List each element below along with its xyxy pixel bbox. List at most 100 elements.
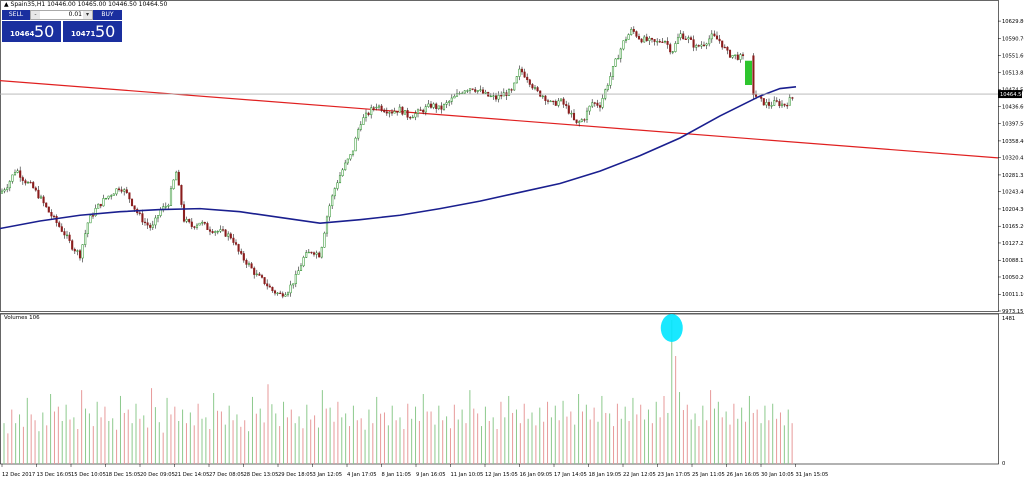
lot-increase-button[interactable]: ▾ — [83, 11, 92, 19]
bearish-candle — [409, 117, 412, 119]
bearish-candle — [141, 213, 144, 223]
bearish-candle — [736, 54, 739, 60]
bullish-candle — [557, 100, 560, 106]
bullish-candle — [611, 66, 615, 77]
bullish-candle — [216, 231, 219, 233]
bearish-candle — [91, 215, 95, 217]
bullish-candle — [86, 222, 89, 234]
y-axis-tick-label: 10165.20 — [1002, 224, 1024, 230]
bullish-candle — [432, 103, 435, 108]
bearish-candle — [206, 223, 209, 230]
bearish-candle — [208, 229, 212, 232]
bearish-candle — [684, 38, 687, 40]
bearish-candle — [682, 33, 685, 40]
bullish-candle — [97, 203, 100, 209]
bearish-candle — [583, 119, 586, 121]
bullish-candle — [455, 93, 459, 97]
y-axis-tick-label: 10011.10 — [1002, 292, 1024, 298]
bearish-candle — [68, 234, 71, 241]
sell-button[interactable]: SELL — [2, 10, 30, 20]
y-axis-tick-label: 10281.35 — [1002, 173, 1024, 179]
bearish-candle — [258, 273, 261, 276]
bullish-candle — [427, 103, 430, 107]
bullish-candle — [364, 112, 368, 118]
y-axis-tick-label: 10436.60 — [1002, 104, 1024, 110]
bullish-candle — [734, 54, 737, 56]
bullish-candle — [731, 55, 734, 58]
bullish-candle — [16, 170, 19, 173]
bullish-candle — [630, 29, 633, 35]
bullish-candle — [13, 172, 17, 176]
bullish-candle — [513, 82, 516, 91]
bullish-candle — [468, 88, 472, 91]
bearish-candle — [372, 107, 375, 109]
bullish-candle — [705, 43, 708, 46]
bearish-candle — [528, 79, 531, 85]
bearish-candle — [422, 109, 425, 113]
one-click-trading-panel: SELL - 0.01 ▾ BUY 10464 50 10471 50 — [2, 10, 122, 42]
bearish-candle — [29, 181, 32, 184]
lot-decrease-button[interactable]: - — [31, 11, 40, 19]
bullish-candle — [341, 169, 344, 177]
bullish-candle — [284, 294, 287, 297]
bearish-candle — [567, 105, 570, 114]
bullish-candle — [315, 252, 318, 255]
bullish-candle — [479, 89, 482, 91]
bullish-candle — [323, 232, 326, 248]
bearish-candle — [640, 38, 643, 43]
bearish-candle — [266, 283, 269, 287]
lot-size-stepper[interactable]: - 0.01 ▾ — [30, 10, 93, 20]
bearish-candle — [728, 50, 732, 58]
bearish-candle — [245, 259, 248, 265]
bullish-candle — [112, 193, 115, 196]
bearish-candle — [500, 95, 503, 97]
bearish-candle — [271, 286, 274, 292]
bearish-candle — [310, 251, 313, 254]
bullish-candle — [167, 205, 170, 207]
bullish-candle — [601, 98, 604, 108]
bullish-candle — [351, 150, 355, 155]
bullish-candle — [289, 284, 292, 294]
bearish-candle — [419, 109, 422, 111]
bullish-candle — [708, 38, 711, 45]
x-axis-tick-label: 20 Dec 09:05 — [140, 472, 175, 478]
current-price-label: 10464.50 — [1000, 92, 1024, 98]
bearish-candle — [562, 98, 565, 105]
bullish-candle — [580, 119, 583, 122]
bullish-candle — [0, 190, 4, 194]
highlighted-candle — [745, 60, 752, 86]
bullish-candle — [11, 174, 14, 182]
bullish-candle — [375, 106, 378, 109]
bearish-candle — [71, 240, 74, 250]
bearish-candle — [669, 44, 672, 53]
moving-average-line — [0, 85, 797, 230]
buy-button[interactable]: BUY — [93, 10, 122, 20]
bearish-candle — [182, 204, 186, 222]
bearish-candle — [721, 40, 724, 48]
lot-size-value[interactable]: 0.01 — [68, 11, 82, 18]
bearish-candle — [188, 219, 191, 223]
bullish-candle — [518, 68, 521, 77]
bullish-candle — [676, 37, 680, 44]
bearish-candle — [63, 231, 66, 236]
bearish-candle — [203, 221, 206, 224]
bullish-candle — [276, 292, 279, 295]
bullish-candle — [507, 89, 511, 96]
bullish-candle — [370, 107, 373, 115]
bullish-candle — [123, 189, 126, 192]
bullish-candle — [398, 106, 401, 113]
bearish-candle — [544, 95, 547, 101]
y-axis-tick-label: 10629.80 — [1002, 19, 1024, 25]
bullish-candle — [492, 95, 495, 97]
sell-price-button[interactable]: 10464 50 — [2, 21, 61, 42]
volume-y-tick-label: 1481 — [1002, 316, 1015, 322]
bearish-candle — [383, 110, 386, 113]
bullish-candle — [346, 158, 349, 164]
buy-price-button[interactable]: 10471 50 — [63, 21, 122, 42]
x-axis-tick-label: 17 Jan 14:05 — [554, 472, 587, 478]
bullish-candle — [393, 111, 396, 114]
bullish-candle — [515, 76, 518, 84]
bearish-candle — [281, 293, 284, 297]
bullish-candle — [159, 209, 162, 216]
